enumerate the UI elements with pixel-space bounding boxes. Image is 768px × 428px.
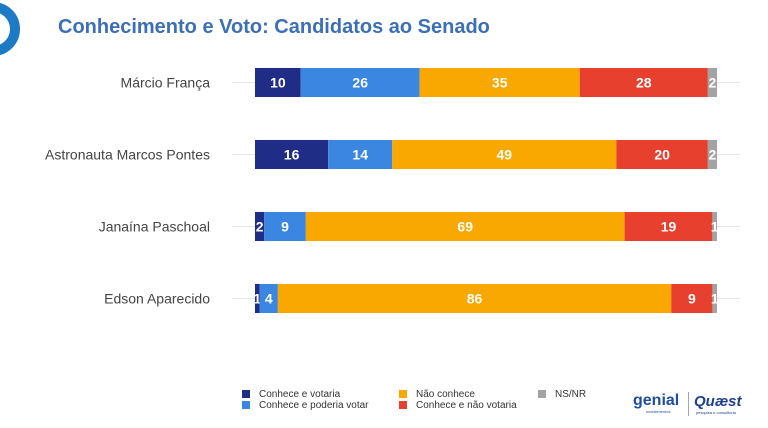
bar-segment-conhece-e-nao-votaria-janaina-paschoal xyxy=(624,212,713,241)
data-label-conhece-e-nao-votaria-marcio-franca: 28 xyxy=(636,75,652,91)
data-label-conhece-e-votaria-marcio-franca: 10 xyxy=(270,75,286,91)
data-label-nao-conhece-astronauta-marcos-pontes: 49 xyxy=(497,147,513,163)
chart-title: Conhecimento e Voto: Candidatos ao Senad… xyxy=(58,16,490,38)
legend-label: Conhece e não votaria xyxy=(416,400,517,411)
bar-segment-ns-nr-astronauta-marcos-pontes xyxy=(707,140,717,169)
bar-segment-conhece-e-poderia-votar-janaina-paschoal xyxy=(264,212,306,241)
data-label-nao-conhece-edson-aparecido: 86 xyxy=(467,291,483,307)
genial-logo: genial xyxy=(633,392,680,409)
bar-segment-nao-conhece-marcio-franca xyxy=(419,68,580,97)
bar-segment-conhece-e-votaria-marcio-franca xyxy=(255,68,301,97)
legend-label: NS/NR xyxy=(555,389,587,400)
bar-segment-conhece-e-poderia-votar-marcio-franca xyxy=(300,68,420,97)
legend-swatch xyxy=(242,401,250,409)
legend-swatch xyxy=(399,401,407,409)
bar-segment-conhece-e-votaria-janaina-paschoal xyxy=(255,212,265,241)
category-label-edson-aparecido: Edson Aparecido xyxy=(104,291,210,307)
bar-segment-conhece-e-nao-votaria-marcio-franca xyxy=(579,68,708,97)
bar-segment-ns-nr-marcio-franca xyxy=(707,68,717,97)
data-label-ns-nr-janaina-paschoal: 1 xyxy=(711,219,719,235)
legend-label: Não conhece xyxy=(416,389,475,400)
data-label-ns-nr-marcio-franca: 2 xyxy=(709,75,717,91)
bar-segment-nao-conhece-janaina-paschoal xyxy=(305,212,625,241)
bar-segment-nao-conhece-astronauta-marcos-pontes xyxy=(392,140,617,169)
bar-segment-ns-nr-janaina-paschoal xyxy=(712,212,717,241)
legend-swatch xyxy=(399,390,407,398)
quaest-logo: Quæst xyxy=(694,393,742,410)
legend-label: Conhece e poderia votar xyxy=(259,400,369,411)
data-label-conhece-e-votaria-janaina-paschoal: 2 xyxy=(256,219,264,235)
legend-swatch xyxy=(538,390,546,398)
quaest-logo-subtitle: pesquisa e consultoria xyxy=(696,410,736,415)
bar-segment-conhece-e-nao-votaria-edson-aparecido xyxy=(671,284,713,313)
legend-item-conhece-e-poderia-votar: Conhece e poderia votar xyxy=(242,400,369,411)
data-label-conhece-e-poderia-votar-marcio-franca: 26 xyxy=(352,75,368,91)
bar-segment-conhece-e-nao-votaria-astronauta-marcos-pontes xyxy=(616,140,708,169)
legend-label: Conhece e votaria xyxy=(259,389,341,400)
bar-segment-ns-nr-edson-aparecido xyxy=(712,284,717,313)
category-label-janaina-paschoal: Janaína Paschoal xyxy=(99,219,210,235)
stacked-bar-chart: Márcio França 10 26 35 28 2 Astronauta Marcos … xyxy=(45,68,740,313)
category-label-astronauta-marcos-pontes: Astronauta Marcos Pontes xyxy=(45,147,210,163)
legend-item-conhece-e-nao-votaria: Conhece e não votaria xyxy=(399,400,517,411)
bar-segment-conhece-e-votaria-astronauta-marcos-pontes xyxy=(255,140,329,169)
legend-swatch xyxy=(242,390,250,398)
chart-legend: Conhece e votaria Conhece e poderia votar… xyxy=(242,389,612,417)
data-label-conhece-e-nao-votaria-astronauta-marcos-pontes: 20 xyxy=(654,147,670,163)
brand-divider xyxy=(688,392,689,416)
data-label-conhece-e-nao-votaria-janaina-paschoal: 19 xyxy=(661,219,677,235)
data-label-conhece-e-poderia-votar-edson-aparecido: 4 xyxy=(265,291,273,307)
bar-segment-conhece-e-poderia-votar-astronauta-marcos-pontes xyxy=(328,140,393,169)
bar-segment-conhece-e-poderia-votar-edson-aparecido xyxy=(259,284,278,313)
data-label-conhece-e-poderia-votar-astronauta-marcos-pontes: 14 xyxy=(352,147,368,163)
bar-segment-nao-conhece-edson-aparecido xyxy=(277,284,672,313)
bar-segment-conhece-e-votaria-edson-aparecido xyxy=(255,284,260,313)
data-label-nao-conhece-marcio-franca: 35 xyxy=(492,75,508,91)
data-label-ns-nr-astronauta-marcos-pontes: 2 xyxy=(709,147,717,163)
genial-logo-subtitle: investimentos xyxy=(646,409,671,414)
legend-item-nao-conhece: Não conhece xyxy=(399,389,475,400)
data-label-conhece-e-votaria-edson-aparecido: 1 xyxy=(253,291,261,307)
legend-item-ns-nr: NS/NR xyxy=(538,389,586,400)
category-label-marcio-franca: Márcio França xyxy=(121,75,211,91)
data-label-conhece-e-nao-votaria-edson-aparecido: 9 xyxy=(688,291,696,307)
data-label-conhece-e-poderia-votar-janaina-paschoal: 9 xyxy=(281,219,289,235)
data-label-conhece-e-votaria-astronauta-marcos-pontes: 16 xyxy=(284,147,300,163)
legend-item-conhece-e-votaria: Conhece e votaria xyxy=(242,389,340,400)
data-label-ns-nr-edson-aparecido: 1 xyxy=(711,291,719,307)
data-label-nao-conhece-janaina-paschoal: 69 xyxy=(457,219,473,235)
